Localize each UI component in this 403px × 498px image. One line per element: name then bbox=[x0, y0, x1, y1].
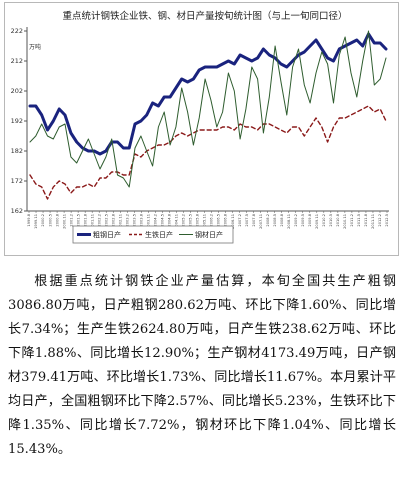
x-tick-label: 2002.8 bbox=[111, 213, 115, 226]
x-tick-label: 2007.5 bbox=[245, 214, 249, 227]
x-tick-label: 2008.11 bbox=[287, 214, 291, 229]
x-tick-label: 2003.8 bbox=[140, 213, 144, 226]
article-body: 根据重点统计钢铁企业产量估算，本旬全国共生产粗钢3086.80万吨，日产粗钢28… bbox=[8, 270, 396, 462]
x-tick-label: 2009.8 bbox=[308, 213, 312, 226]
x-tick-label: 2001.5 bbox=[76, 214, 80, 227]
x-tick-label: 2003.11 bbox=[147, 214, 151, 229]
x-tick-label: 2011.5 bbox=[357, 214, 361, 227]
x-tick-label: 2008.2 bbox=[266, 214, 270, 227]
x-tick-label: 2003.5 bbox=[132, 214, 136, 227]
legend-label: 粗钢日产 bbox=[93, 230, 121, 239]
x-tick-label: 2000.8 bbox=[55, 213, 59, 226]
x-tick-label: 2007.8 bbox=[252, 213, 256, 226]
y-tick-label: 202 bbox=[11, 87, 23, 95]
x-tick-label: 2004.2 bbox=[154, 214, 158, 227]
x-tick-label: 2000.11 bbox=[62, 214, 66, 229]
x-tick-label: 2009.5 bbox=[301, 214, 305, 227]
chart-title: 重点统计钢铁企业铁、钢、材日产量按旬统计图（与上一旬同口径） bbox=[62, 10, 347, 22]
x-tick-label: 2008.5 bbox=[273, 214, 277, 227]
x-tick-label: 2008.8 bbox=[280, 213, 284, 226]
series-line-crude-steel bbox=[28, 32, 388, 156]
x-tick-label: 2007.2 bbox=[238, 214, 242, 227]
series-line-steel-products bbox=[29, 30, 387, 188]
y-tick-label: 212 bbox=[11, 57, 23, 65]
y-tick-label: 222 bbox=[11, 27, 23, 35]
x-tick-label: 2000.2 bbox=[41, 214, 45, 227]
x-tick-label: 2006.2 bbox=[210, 214, 214, 227]
x-tick-label: 2002.5 bbox=[104, 214, 108, 227]
legend-label: 钢材日产 bbox=[195, 230, 223, 239]
x-tick-label: 2012.5 bbox=[385, 214, 389, 227]
y-tick-label: 192 bbox=[11, 117, 23, 125]
x-tick-label: 2000.5 bbox=[48, 214, 52, 227]
x-tick-label: 2001.8 bbox=[83, 213, 87, 226]
x-tick-label: 2005.5 bbox=[189, 214, 193, 227]
x-tick-label: 2010.5 bbox=[329, 214, 333, 227]
x-tick-label: 2009.11 bbox=[315, 214, 319, 229]
x-tick-label: 2004.5 bbox=[161, 214, 165, 227]
x-tick-label: 1999.11 bbox=[34, 214, 38, 229]
legend-label: 生铁日产 bbox=[145, 230, 173, 239]
x-tick-label: 2011.11 bbox=[371, 214, 375, 229]
x-tick-label: 2002.11 bbox=[118, 214, 122, 229]
x-tick-label: 2012.2 bbox=[378, 214, 382, 227]
x-tick-label: 2001.2 bbox=[69, 214, 73, 227]
y-tick-label: 162 bbox=[11, 207, 23, 215]
x-tick-label: 1999.8 bbox=[27, 213, 31, 226]
x-tick-label: 2003.2 bbox=[125, 214, 129, 227]
x-tick-label: 2001.11 bbox=[90, 214, 94, 229]
x-tick-label: 2005.2 bbox=[182, 214, 186, 227]
x-tick-label: 2011.8 bbox=[364, 213, 368, 226]
x-tick-label: 2006.11 bbox=[231, 214, 235, 229]
x-tick-label: 2011.2 bbox=[350, 214, 354, 227]
legend-box bbox=[72, 225, 234, 244]
x-tick-label: 2005.11 bbox=[203, 214, 207, 229]
x-tick-label: 2010.8 bbox=[336, 213, 340, 226]
x-tick-label: 2010.2 bbox=[322, 214, 326, 227]
x-tick-label: 2009.2 bbox=[294, 214, 298, 227]
x-tick-label: 2010.11 bbox=[343, 214, 347, 229]
y-tick-label: 172 bbox=[11, 177, 23, 185]
x-tick-label: 2005.8 bbox=[196, 213, 200, 226]
x-tick-label: 2004.8 bbox=[168, 213, 172, 226]
article-paragraph: 根据重点统计钢铁企业产量估算，本旬全国共生产粗钢3086.80万吨，日产粗钢28… bbox=[8, 274, 396, 457]
x-tick-label: 2006.8 bbox=[224, 213, 228, 226]
chart-panel: 重点统计钢铁企业铁、钢、材日产量按旬统计图（与上一旬同口径） 万吨 162 172 18… bbox=[4, 2, 399, 256]
series-line-pig-iron bbox=[29, 105, 387, 200]
y-axis-unit-label: 万吨 bbox=[29, 43, 41, 51]
y-tick-label: 182 bbox=[11, 147, 23, 155]
x-tick-label: 2004.11 bbox=[175, 214, 179, 229]
x-tick-label: 2007.11 bbox=[259, 214, 263, 229]
x-tick-label: 2002.2 bbox=[97, 214, 101, 227]
line-chart: 重点统计钢铁企业铁、钢、材日产量按旬统计图（与上一旬同口径） 万吨 162 172 18… bbox=[11, 10, 389, 244]
x-tick-label: 2006.5 bbox=[217, 214, 221, 227]
